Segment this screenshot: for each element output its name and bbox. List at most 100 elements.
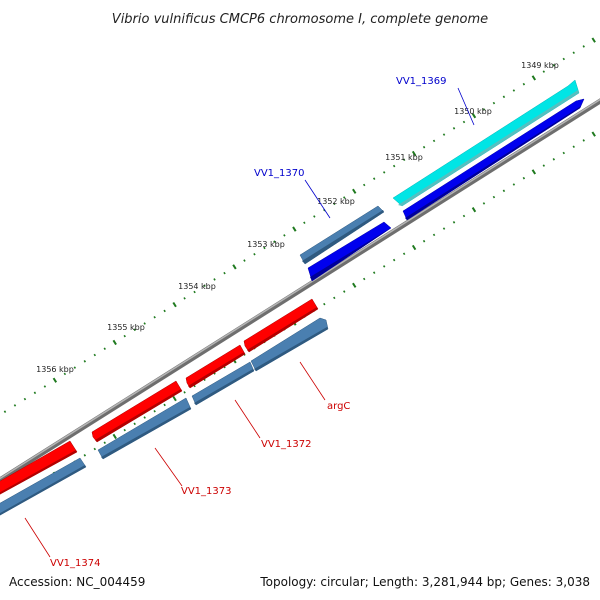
minor-tick xyxy=(103,441,106,444)
scale-label: 1350 kbp xyxy=(454,107,492,116)
minor-tick xyxy=(193,290,196,294)
minor-tick xyxy=(392,164,396,168)
minor-tick xyxy=(363,183,366,187)
minor-tick xyxy=(143,322,146,325)
major-tick xyxy=(352,188,357,194)
minor-tick xyxy=(382,171,386,174)
major-tick xyxy=(411,244,417,251)
gene-vv1-1369-shade xyxy=(398,90,579,206)
minor-tick xyxy=(213,278,216,281)
minor-tick xyxy=(432,233,436,237)
gene-label-argc[interactable]: argC xyxy=(327,401,350,412)
minor-tick xyxy=(13,404,17,407)
backbone-highlight xyxy=(0,98,600,480)
topology-text: Topology: circular; Length: 3,281,944 bp… xyxy=(259,575,590,589)
gene-vv1-1370-shade xyxy=(302,210,384,264)
minor-tick xyxy=(482,202,486,205)
minor-tick xyxy=(203,284,206,288)
minor-tick xyxy=(133,328,136,332)
leader-vv1-1374 xyxy=(24,517,51,558)
major-tick xyxy=(531,169,537,175)
gene-blue-long-arrow[interactable] xyxy=(402,98,585,221)
scale-label: 1349 kbp xyxy=(521,61,559,70)
major-tick xyxy=(292,226,297,232)
minor-tick xyxy=(253,252,256,256)
minor-tick xyxy=(492,101,496,105)
minor-tick xyxy=(333,202,336,206)
map-title: Vibrio vulnificus CMCP6 chromosome I, co… xyxy=(112,12,488,27)
minor-tick xyxy=(223,271,226,275)
scale-label: 1352 kbp xyxy=(317,197,355,206)
minor-tick xyxy=(183,297,186,300)
minor-tick xyxy=(43,385,47,388)
minor-tick xyxy=(462,120,466,124)
leader-vv1-1370 xyxy=(304,179,331,219)
minor-tick xyxy=(273,240,276,243)
minor-tick xyxy=(283,234,286,237)
scale-label: 1351 kbp xyxy=(385,153,423,162)
major-tick xyxy=(471,207,477,213)
minor-tick xyxy=(502,95,506,99)
accession-text: Accession: NC_004459 xyxy=(9,575,145,589)
leader-vv1-1373 xyxy=(154,447,183,487)
major-tick xyxy=(232,264,237,270)
minor-tick xyxy=(23,397,27,401)
minor-tick xyxy=(402,158,406,162)
minor-tick xyxy=(462,214,466,218)
minor-tick xyxy=(83,454,87,457)
minor-tick xyxy=(562,57,565,61)
gene-label-vv1-1370[interactable]: VV1_1370 xyxy=(254,168,305,179)
blue-shades xyxy=(0,327,328,516)
gene-blue-short-shade xyxy=(310,228,391,281)
minor-tick xyxy=(452,127,456,130)
gene-label-vv1-1374[interactable]: VV1_1374 xyxy=(50,558,101,569)
major-tick xyxy=(112,339,117,346)
minor-tick xyxy=(323,302,326,306)
major-tick xyxy=(411,150,417,157)
major-tick xyxy=(52,377,58,383)
leader-vv1-1372 xyxy=(234,399,261,439)
major-tick xyxy=(471,113,477,119)
leader-vv1-1369 xyxy=(457,87,475,126)
minor-tick xyxy=(552,158,556,161)
backbone xyxy=(0,98,600,483)
minor-tick xyxy=(452,221,456,224)
backbone-line xyxy=(0,98,600,483)
minor-tick xyxy=(512,89,516,92)
gene-blue-long-shade xyxy=(405,106,581,220)
minor-tick xyxy=(402,252,406,256)
minor-tick xyxy=(372,271,376,274)
minor-tick xyxy=(392,258,396,262)
minor-tick xyxy=(552,64,556,67)
minor-tick xyxy=(163,309,166,313)
minor-tick xyxy=(243,259,246,262)
gene-features xyxy=(0,79,585,516)
minor-tick xyxy=(512,183,516,186)
scale-label: 1355 kbp xyxy=(107,323,145,332)
minor-tick xyxy=(33,391,37,395)
minor-tick xyxy=(183,391,186,394)
minor-tick xyxy=(522,176,526,180)
minor-tick xyxy=(363,277,366,281)
minor-tick xyxy=(492,195,496,199)
minor-tick xyxy=(482,108,486,111)
scale-label: 1354 kbp xyxy=(178,282,216,291)
minor-tick xyxy=(313,215,316,218)
minor-tick xyxy=(263,246,266,250)
gene-labels: VV1_1369 VV1_1370 argC VV1_1372 VV1_1373… xyxy=(50,76,447,569)
minor-tick xyxy=(143,416,146,419)
gene-vv1-1369-arrow[interactable] xyxy=(392,79,580,207)
gene-label-vv1-1369[interactable]: VV1_1369 xyxy=(396,76,447,87)
minor-tick xyxy=(93,447,96,451)
minor-tick xyxy=(83,360,87,363)
gene-label-vv1-1373[interactable]: VV1_1373 xyxy=(181,486,232,497)
major-tick xyxy=(531,75,537,81)
gene-label-vv1-1372[interactable]: VV1_1372 xyxy=(261,439,312,450)
minor-tick xyxy=(123,428,126,432)
minor-tick xyxy=(422,239,426,243)
minor-tick xyxy=(562,151,565,155)
minor-tick xyxy=(123,334,126,338)
major-tick xyxy=(352,282,357,288)
minor-tick xyxy=(3,410,7,413)
